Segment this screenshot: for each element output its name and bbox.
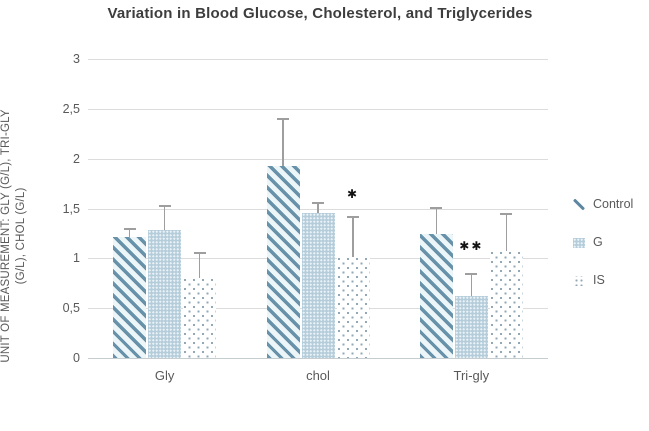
bar-is-tri-gly xyxy=(489,251,523,358)
error-bar-control-tri-gly xyxy=(435,207,438,235)
error-bar-cap-is-tri-gly xyxy=(500,213,513,216)
gridline-0 xyxy=(88,358,548,359)
error-bar-control-chol xyxy=(282,118,284,166)
bar-control-tri-gly xyxy=(419,234,453,358)
legend-label-control: Control xyxy=(593,197,634,211)
y-tick-label: 0,5 xyxy=(62,301,80,316)
error-bar-g-tri-gly xyxy=(470,274,473,297)
bar-is-gly xyxy=(183,278,217,358)
y-tick-label: 2,5 xyxy=(62,101,80,116)
y-tick-label: 3 xyxy=(73,52,80,66)
error-bar-cap-is-gly xyxy=(193,252,206,255)
bar-g-tri-gly xyxy=(454,296,488,358)
y-tick-label: 1,5 xyxy=(62,201,80,216)
error-bar-cap-control-gly xyxy=(123,228,136,231)
chart-title: Variation in Blood Glucose, Cholesterol,… xyxy=(107,5,533,22)
legend-marker-control-icon xyxy=(572,198,586,211)
legend: Control G IS xyxy=(572,196,634,310)
error-bar-control-gly xyxy=(128,229,131,238)
bar-control-gly xyxy=(113,237,147,358)
error-bar-g-gly xyxy=(163,205,166,231)
gridline-2,5 xyxy=(88,108,548,110)
bar-is-chol xyxy=(336,257,370,358)
diagonal-stroke-icon xyxy=(572,198,586,211)
error-bar-cap-control-tri-gly xyxy=(430,206,443,209)
error-bar-is-chol xyxy=(352,217,354,258)
x-axis-label-gly: Gly xyxy=(154,368,175,383)
legend-item-is: IS xyxy=(573,272,633,288)
error-bar-cap-control-chol xyxy=(277,117,289,120)
error-bar-g-chol xyxy=(317,202,319,214)
error-bar-cap-g-gly xyxy=(158,204,171,207)
legend-label-is: IS xyxy=(593,273,605,287)
significance-marker: ✱ xyxy=(346,186,360,201)
bar-g-chol xyxy=(301,213,335,358)
gridline-3 xyxy=(88,59,548,60)
legend-label-g: G xyxy=(593,235,603,249)
legend-item-g: G xyxy=(573,234,633,250)
bar-g-gly xyxy=(148,230,182,358)
bar-control-chol xyxy=(266,165,300,358)
x-axis-label-chol: chol xyxy=(306,368,330,383)
significance-marker: ✱✱ xyxy=(459,239,484,254)
error-bar-cap-g-tri-gly xyxy=(465,273,478,276)
error-bar-cap-g-chol xyxy=(312,201,324,204)
legend-marker-g-icon xyxy=(573,237,585,248)
error-bar-is-tri-gly xyxy=(505,214,508,252)
error-bar-is-gly xyxy=(198,253,201,279)
legend-marker-is-icon xyxy=(573,275,585,286)
error-bar-cap-is-chol xyxy=(347,216,359,219)
x-axis-label-tri-gly: Tri-gly xyxy=(453,368,490,383)
y-tick-label: 2 xyxy=(73,151,80,166)
y-tick-label: 0 xyxy=(73,351,80,365)
gridline-2 xyxy=(88,158,548,160)
legend-item-control: Control xyxy=(572,196,634,212)
y-tick-label: 1 xyxy=(73,251,80,266)
